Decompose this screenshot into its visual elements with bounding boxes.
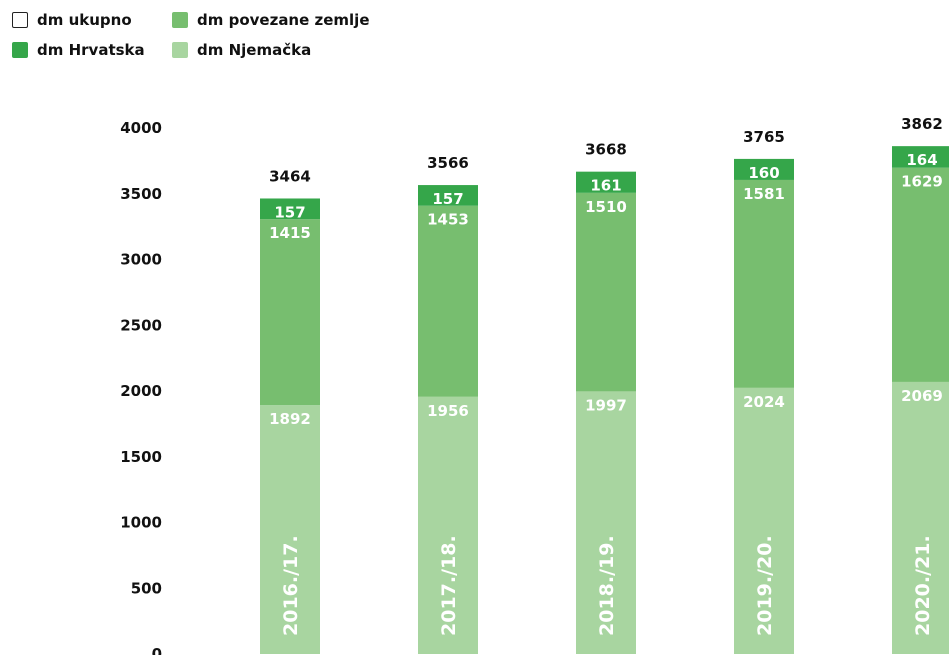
y-tick-label-2500: 2500 — [120, 316, 162, 334]
data-label-dm-njemacka-2017-18: 1956 — [427, 402, 469, 420]
bar-segment-dm-njemacka-2020-21 — [892, 381, 949, 654]
bar-segment-dm-povezane-zemlje-2016-17 — [260, 219, 320, 406]
legend-label-dm-ukupno: dm ukupno — [37, 11, 132, 29]
data-label-dm-hrvatska-2018-19: 161 — [590, 177, 621, 195]
y-tick-label-1000: 1000 — [120, 514, 162, 532]
data-label-dm-njemacka-2020-21: 2069 — [901, 387, 943, 405]
y-axis: 0 500 1000 1500 2000 2500 3000 3500 4000 — [120, 119, 162, 655]
total-label-2016-17: 3464 — [269, 167, 311, 185]
legend-swatch-dm-hrvatska — [12, 42, 28, 58]
data-label-dm-povezane-zemlje-2020-21: 1629 — [901, 173, 943, 191]
y-tick-label-4000: 4000 — [120, 119, 162, 137]
bar-segment-dm-hrvatska-2020-21 — [892, 146, 949, 168]
bar-segment-dm-njemacka-2016-17 — [260, 405, 320, 654]
data-label-dm-njemacka-2019-20: 2024 — [743, 393, 785, 411]
data-label-dm-povezane-zemlje-2018-19: 1510 — [585, 198, 627, 216]
total-label-2017-18: 3566 — [427, 154, 469, 172]
bar-segment-dm-njemacka-2018-19 — [576, 391, 636, 654]
category-label-2017-18: 2017./18. — [438, 535, 460, 636]
bar-segment-dm-hrvatska-2019-20 — [734, 158, 794, 180]
legend-item-dm-njemacka: dm Njemačka — [172, 40, 412, 60]
legend-label-dm-njemacka: dm Njemačka — [197, 41, 312, 59]
data-label-dm-njemacka-2018-19: 1997 — [585, 396, 627, 414]
total-label-2019-20: 3765 — [743, 128, 785, 146]
bar-segment-dm-hrvatska-2016-17 — [260, 198, 320, 220]
bar-segment-dm-povezane-zemlje-2019-20 — [734, 179, 794, 388]
bar-segment-dm-hrvatska-2018-19 — [576, 171, 636, 193]
category-label-2018-19: 2018./19. — [596, 535, 618, 636]
legend-item-dm-povezane-zemlje: dm povezane zemlje — [172, 10, 412, 30]
bar-group-2017-18: 1956 1453 157 3566 2017./18. — [418, 154, 478, 654]
bar-segment-dm-njemacka-2017-18 — [418, 396, 478, 654]
data-label-dm-povezane-zemlje-2017-18: 1453 — [427, 211, 469, 229]
category-label-2019-20: 2019./20. — [754, 535, 776, 636]
legend-label-dm-povezane-zemlje: dm povezane zemlje — [197, 11, 370, 29]
legend-swatch-dm-ukupno — [12, 12, 28, 28]
bar-group-2020-21: 2069 1629 164 3862 2020./21. — [892, 115, 949, 654]
bars: 1892 1415 157 3464 2016./17. 1956 1453 157 3566 2… — [260, 115, 949, 654]
category-label-2020-21: 2020./21. — [912, 535, 934, 636]
bar-segment-dm-povezane-zemlje-2017-18 — [418, 205, 478, 397]
data-label-dm-hrvatska-2017-18: 157 — [432, 190, 463, 208]
bar-segment-dm-povezane-zemlje-2020-21 — [892, 167, 949, 382]
legend-item-dm-hrvatska: dm Hrvatska — [12, 40, 172, 60]
data-label-dm-hrvatska-2019-20: 160 — [748, 164, 779, 182]
data-label-dm-njemacka-2016-17: 1892 — [269, 410, 311, 428]
category-label-2016-17: 2016./17. — [280, 535, 302, 636]
legend-swatch-dm-njemacka — [172, 42, 188, 58]
data-label-dm-hrvatska-2016-17: 157 — [274, 203, 305, 221]
y-tick-label-3000: 3000 — [120, 251, 162, 269]
legend-label-dm-hrvatska: dm Hrvatska — [37, 41, 145, 59]
data-label-dm-povezane-zemlje-2016-17: 1415 — [269, 224, 311, 242]
total-label-2020-21: 3862 — [901, 115, 943, 133]
bar-segment-dm-povezane-zemlje-2018-19 — [576, 192, 636, 392]
data-label-dm-povezane-zemlje-2019-20: 1581 — [743, 185, 785, 203]
y-tick-label-1500: 1500 — [120, 448, 162, 466]
y-tick-label-3500: 3500 — [120, 185, 162, 203]
bar-segment-dm-njemacka-2019-20 — [734, 387, 794, 654]
bar-group-2016-17: 1892 1415 157 3464 2016./17. — [260, 167, 320, 654]
bar-group-2019-20: 2024 1581 160 3765 2019./20. — [734, 128, 794, 654]
y-tick-label-2000: 2000 — [120, 382, 162, 400]
data-label-dm-hrvatska-2020-21: 164 — [906, 151, 937, 169]
legend-item-dm-ukupno: dm ukupno — [12, 10, 172, 30]
y-tick-label-500: 500 — [131, 579, 162, 597]
y-tick-label-0: 0 — [152, 645, 162, 655]
legend: dm ukupno dm povezane zemlje dm Hrvatska… — [12, 10, 412, 60]
bar-group-2018-19: 1997 1510 161 3668 2018./19. — [576, 141, 636, 654]
total-label-2018-19: 3668 — [585, 141, 627, 159]
legend-swatch-dm-povezane-zemlje — [172, 12, 188, 28]
bar-segment-dm-hrvatska-2017-18 — [418, 185, 478, 206]
